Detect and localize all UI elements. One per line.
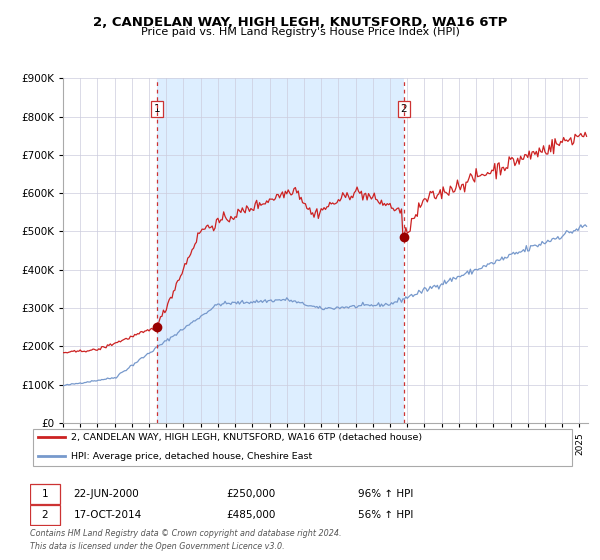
FancyBboxPatch shape bbox=[33, 429, 572, 466]
Text: 2: 2 bbox=[42, 510, 49, 520]
FancyBboxPatch shape bbox=[30, 505, 60, 525]
Text: HPI: Average price, detached house, Cheshire East: HPI: Average price, detached house, Ches… bbox=[71, 452, 312, 461]
Bar bbox=[157, 78, 404, 423]
Text: Contains HM Land Registry data © Crown copyright and database right 2024.: Contains HM Land Registry data © Crown c… bbox=[30, 529, 341, 538]
Text: 2, CANDELAN WAY, HIGH LEGH, KNUTSFORD, WA16 6TP (detached house): 2, CANDELAN WAY, HIGH LEGH, KNUTSFORD, W… bbox=[71, 433, 422, 442]
Text: 2: 2 bbox=[400, 104, 407, 114]
Text: 56% ↑ HPI: 56% ↑ HPI bbox=[358, 510, 413, 520]
Text: 96% ↑ HPI: 96% ↑ HPI bbox=[358, 489, 413, 499]
Text: 1: 1 bbox=[154, 104, 160, 114]
Text: This data is licensed under the Open Government Licence v3.0.: This data is licensed under the Open Gov… bbox=[30, 542, 284, 550]
Text: 2, CANDELAN WAY, HIGH LEGH, KNUTSFORD, WA16 6TP: 2, CANDELAN WAY, HIGH LEGH, KNUTSFORD, W… bbox=[93, 16, 507, 29]
FancyBboxPatch shape bbox=[30, 484, 60, 504]
Text: £250,000: £250,000 bbox=[227, 489, 276, 499]
Text: 22-JUN-2000: 22-JUN-2000 bbox=[74, 489, 139, 499]
Text: 1: 1 bbox=[42, 489, 49, 499]
Text: £485,000: £485,000 bbox=[227, 510, 276, 520]
Text: 17-OCT-2014: 17-OCT-2014 bbox=[74, 510, 142, 520]
Text: Price paid vs. HM Land Registry's House Price Index (HPI): Price paid vs. HM Land Registry's House … bbox=[140, 27, 460, 37]
